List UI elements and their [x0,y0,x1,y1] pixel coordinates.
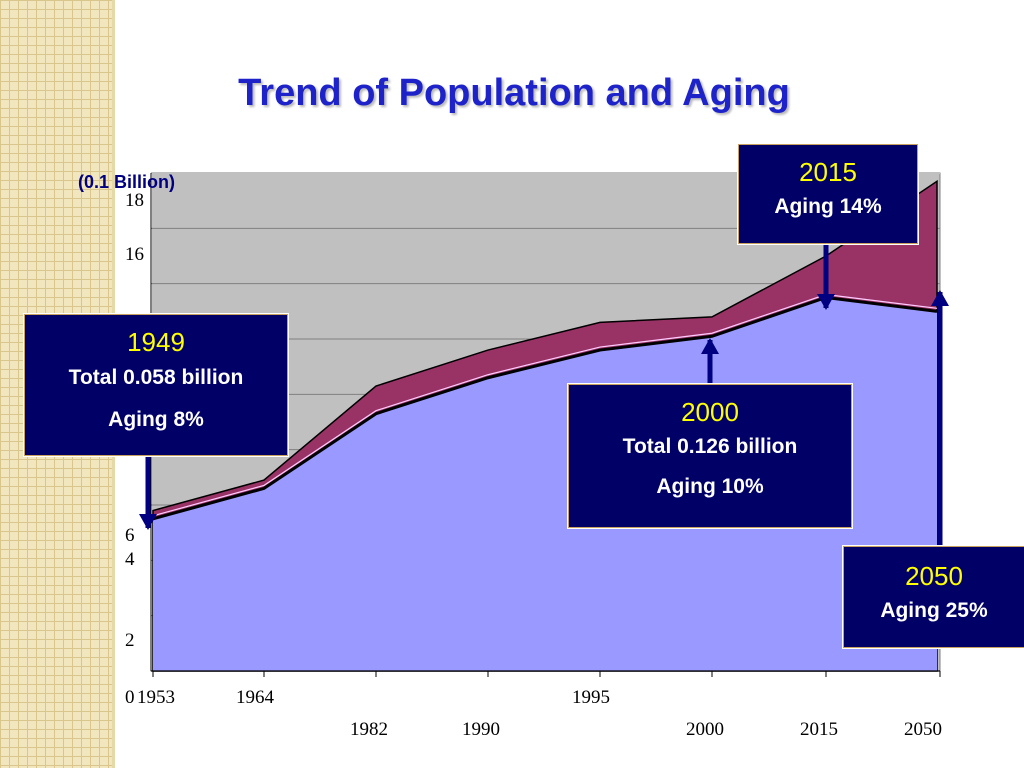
x-tick-label: 1964 [236,687,275,708]
callout-2000: 2000 Total 0.126 billion Aging 10% [568,384,852,528]
arrow-2050-head [931,290,949,306]
callout-2050-year: 2050 [905,561,963,591]
callout-1949-year: 1949 [127,327,185,357]
x-tick-label: 2015 [800,719,838,740]
callout-2015-aging: Aging 14% [774,195,882,218]
callout-2050: 2050 Aging 25% [843,546,1024,648]
series-elderly-edge-light [152,293,938,517]
callout-2000-aging: Aging 10% [656,475,764,498]
y-tick-label: 2 [125,630,135,651]
y-tick-label: 18 [125,190,144,211]
x-tick-label: 1995 [572,687,610,708]
y-tick-label: 6 [125,525,135,546]
x-tick-label: 2050 [904,719,942,740]
callout-2015: 2015 Aging 14% [738,144,918,244]
arrow-2000-head [701,338,719,354]
arrow-2015-head [817,294,835,310]
x-tick-label: 1990 [462,719,500,740]
x-tick-label: 1982 [350,719,388,740]
callout-2000-year: 2000 [681,397,739,427]
y-tick-label: 0 [125,687,135,708]
callout-2000-total: Total 0.126 billion [622,435,798,458]
y-axis-unit-label: (0.1 Billion) [78,172,176,192]
series-elderly-edge-dark [152,295,938,521]
y-tick-label: 16 [125,244,144,265]
y-tick-label: 4 [125,549,135,570]
callout-1949-aging: Aging 8% [108,408,204,431]
callout-1949-total: Total 0.058 billion [68,366,244,389]
x-tick-label: 1953 [137,687,175,708]
callout-2050-aging: Aging 25% [880,599,988,622]
slide-title: Trend of Population and Aging [238,72,790,114]
callout-2015-year: 2015 [799,157,857,187]
x-tick-label: 2000 [686,719,724,740]
callout-1949: 1949 Total 0.058 billion Aging 8% [24,314,288,456]
arrow-1949-head [139,514,157,530]
